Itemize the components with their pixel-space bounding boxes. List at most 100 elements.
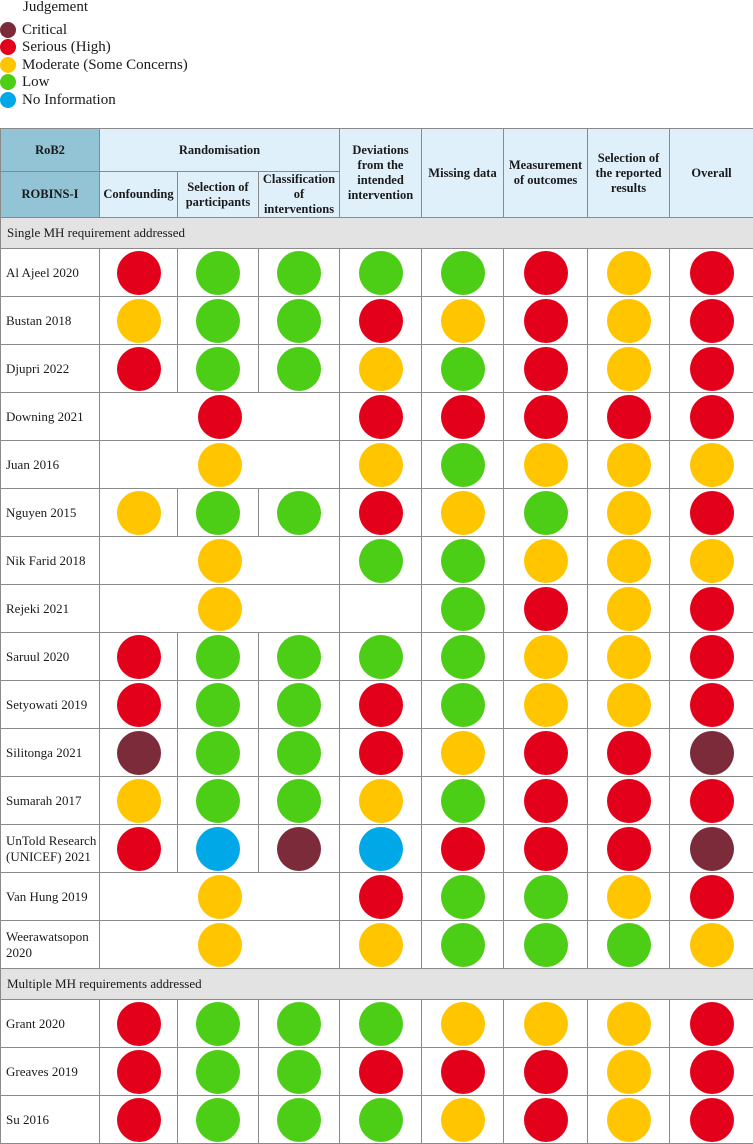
serious-rating-dot-icon (524, 827, 568, 871)
rating-cell (504, 489, 588, 537)
rating-cell (100, 873, 340, 921)
rating-cell (670, 777, 753, 825)
rating-cell (340, 249, 422, 297)
section-title: Multiple MH requirements addressed (1, 969, 753, 1000)
rating-cell (588, 537, 670, 585)
serious-rating-dot-icon (690, 875, 734, 919)
serious-rating-dot-icon (524, 395, 568, 439)
rating-cell (422, 537, 504, 585)
serious-rating-dot-icon (524, 251, 568, 295)
rating-cell (178, 249, 259, 297)
section-row: Single MH requirement addressed (1, 218, 753, 249)
rating-cell (259, 345, 340, 393)
rating-cell (588, 393, 670, 441)
rating-cell (422, 441, 504, 489)
moderate-rating-dot-icon (359, 443, 403, 487)
low-rating-dot-icon (359, 539, 403, 583)
rating-cell (422, 489, 504, 537)
low-rating-dot-icon (441, 923, 485, 967)
study-name: Djupri 2022 (1, 345, 100, 393)
rating-cell (178, 1096, 259, 1144)
rating-cell (100, 345, 178, 393)
rating-cell (259, 825, 340, 873)
rating-cell (422, 873, 504, 921)
randomisation-header: Randomisation (100, 129, 340, 172)
classification-interventions-header: Classification of interventions (259, 172, 340, 218)
low-rating-dot-icon (277, 779, 321, 823)
rating-cell (178, 1048, 259, 1096)
moderate-rating-dot-icon (607, 539, 651, 583)
rating-cell (259, 1096, 340, 1144)
serious-dot-icon (0, 39, 16, 55)
legend-label: Serious (High) (22, 37, 111, 57)
study-name: Nik Farid 2018 (1, 537, 100, 585)
confounding-header: Confounding (100, 172, 178, 218)
serious-rating-dot-icon (524, 779, 568, 823)
rating-cell (670, 537, 753, 585)
study-row: Downing 2021 (1, 393, 753, 441)
moderate-rating-dot-icon (441, 491, 485, 535)
study-row: Rejeki 2021 (1, 585, 753, 633)
study-row: Su 2016 (1, 1096, 753, 1144)
rating-cell (504, 1096, 588, 1144)
moderate-rating-dot-icon (441, 299, 485, 343)
rating-cell (504, 537, 588, 585)
rating-cell (670, 1096, 753, 1144)
moderate-rating-dot-icon (607, 491, 651, 535)
moderate-rating-dot-icon (441, 731, 485, 775)
study-row: Al Ajeel 2020 (1, 249, 753, 297)
rating-cell (340, 633, 422, 681)
rating-cell (588, 1000, 670, 1048)
rating-cell (588, 1048, 670, 1096)
serious-rating-dot-icon (441, 827, 485, 871)
rating-cell (422, 585, 504, 633)
rating-cell (670, 825, 753, 873)
moderate-rating-dot-icon (607, 587, 651, 631)
rating-cell (178, 681, 259, 729)
rating-cell (504, 825, 588, 873)
study-row: Setyowati 2019 (1, 681, 753, 729)
rating-cell (504, 633, 588, 681)
rating-cell (588, 681, 670, 729)
low-rating-dot-icon (196, 1002, 240, 1046)
moderate-rating-dot-icon (117, 779, 161, 823)
rating-cell (259, 729, 340, 777)
rating-cell (340, 1096, 422, 1144)
selection-participants-header: Selection of participants (178, 172, 259, 218)
study-name: UnTold Research (UNICEF) 2021 (1, 825, 100, 873)
rating-cell (340, 729, 422, 777)
serious-rating-dot-icon (690, 1098, 734, 1142)
serious-rating-dot-icon (117, 1050, 161, 1094)
rating-cell (504, 249, 588, 297)
rating-cell (588, 729, 670, 777)
rating-cell (670, 249, 753, 297)
study-name: Rejeki 2021 (1, 585, 100, 633)
low-rating-dot-icon (277, 731, 321, 775)
no-information-rating-dot-icon (359, 827, 403, 871)
low-rating-dot-icon (359, 251, 403, 295)
study-name: Weerawatsopon 2020 (1, 921, 100, 969)
rating-cell (670, 1048, 753, 1096)
rating-cell (504, 441, 588, 489)
serious-rating-dot-icon (524, 1050, 568, 1094)
rating-cell (259, 1048, 340, 1096)
rating-cell (340, 585, 422, 633)
low-dot-icon (0, 74, 16, 90)
study-name: Bustan 2018 (1, 297, 100, 345)
serious-rating-dot-icon (607, 779, 651, 823)
rating-cell (588, 297, 670, 345)
low-rating-dot-icon (277, 683, 321, 727)
study-name: Nguyen 2015 (1, 489, 100, 537)
rating-cell (504, 297, 588, 345)
rating-cell (588, 1096, 670, 1144)
rating-cell (504, 345, 588, 393)
moderate-rating-dot-icon (359, 779, 403, 823)
moderate-rating-dot-icon (690, 443, 734, 487)
rating-cell (100, 1000, 178, 1048)
moderate-rating-dot-icon (524, 1002, 568, 1046)
serious-rating-dot-icon (690, 587, 734, 631)
rating-cell (100, 441, 340, 489)
low-rating-dot-icon (441, 587, 485, 631)
rating-cell (340, 393, 422, 441)
